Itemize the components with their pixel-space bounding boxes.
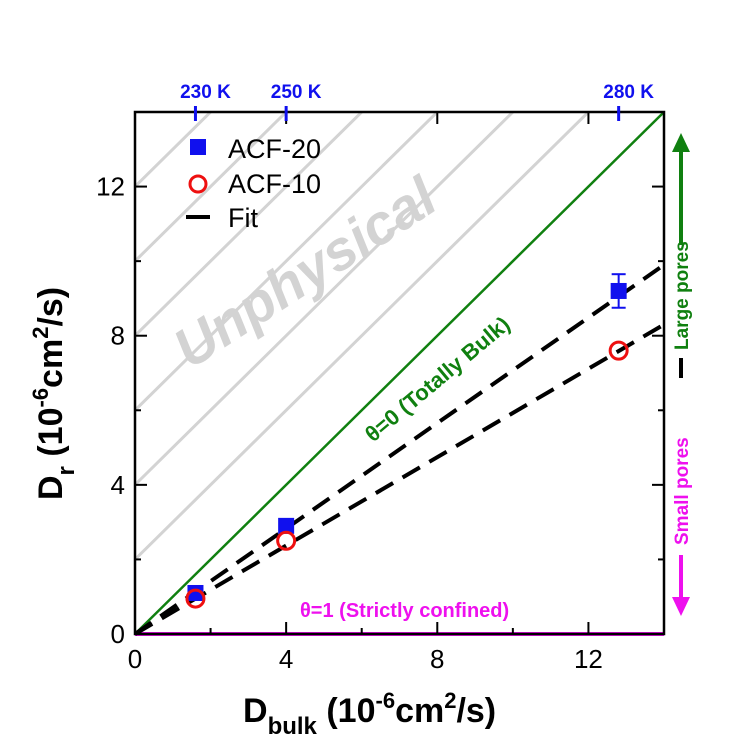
data-markers	[185, 273, 629, 609]
svg-text:Dr (10-6cm2/s): Dr (10-6cm2/s)	[28, 287, 80, 500]
acf20-point	[610, 282, 627, 299]
acf10-point	[185, 588, 206, 609]
y-tick-label: 8	[111, 321, 125, 351]
y-title-unit: cm	[32, 339, 70, 388]
top-temperature-axis: 230 K 250 K 280 K	[180, 82, 654, 121]
fit-line	[133, 322, 666, 636]
x-title-main: D	[243, 692, 268, 730]
unphysical-hatch-lines	[135, 112, 591, 561]
hatch-line	[135, 112, 364, 337]
large-pores-label: Large pores	[672, 241, 693, 350]
top-axis-label: 280 K	[603, 82, 654, 103]
y-title-end: /s)	[32, 287, 70, 327]
fit-line	[133, 263, 666, 636]
axis-tick-labels: 0 4 8 12 0 4 8 12	[96, 172, 603, 674]
x-tick-label: 0	[128, 644, 142, 674]
legend-marker-acf10	[188, 174, 208, 194]
axis-ticks	[134, 112, 664, 635]
legend-label-fit: Fit	[228, 203, 258, 233]
x-title-unit: cm	[395, 692, 444, 730]
top-axis-label: 250 K	[271, 82, 322, 103]
large-pores-arrow-head	[672, 133, 690, 152]
x-axis-title: Dbulk (10-6cm2/s)	[243, 688, 496, 740]
hatch-line	[135, 112, 515, 486]
y-tick-label: 0	[111, 619, 125, 649]
x-title-end: /s)	[456, 692, 496, 730]
theta-one-label: θ=1 (Strictly confined)	[300, 600, 509, 622]
acf10-point	[608, 340, 629, 361]
hatch-line	[135, 112, 440, 412]
x-tick-label: 12	[574, 644, 603, 674]
fit-lines	[133, 263, 666, 636]
hatch-line	[135, 112, 591, 561]
x-tick-label: 4	[279, 644, 293, 674]
acf20-point	[187, 584, 204, 601]
y-tick-label: 12	[96, 172, 125, 202]
y-title-exp: -6	[28, 388, 53, 408]
y-title-main: D	[32, 475, 70, 500]
x-title-rest: (10	[317, 692, 376, 730]
x-title-exp2: 2	[444, 688, 456, 713]
acf10-point	[276, 530, 297, 551]
y-title-rest: (10	[32, 408, 70, 467]
x-title-sub: bulk	[268, 713, 318, 740]
theta-zero-line	[134, 111, 665, 635]
y-title-sub: r	[53, 466, 80, 475]
top-axis-label: 230 K	[180, 82, 231, 103]
x-tick-label: 8	[430, 644, 444, 674]
legend: ACF-20 ACF-10 Fit	[186, 134, 321, 233]
legend-marker-acf20	[190, 139, 206, 155]
y-title-exp2: 2	[28, 327, 53, 339]
legend-label-acf20: ACF-20	[228, 134, 321, 164]
svg-text:Dbulk (10-6cm2/s): Dbulk (10-6cm2/s)	[243, 688, 496, 740]
x-title-exp: -6	[376, 688, 396, 713]
y-axis-title: Dr (10-6cm2/s)	[28, 287, 80, 500]
y-tick-label: 4	[111, 470, 125, 500]
small-pores-arrow-head	[672, 597, 690, 616]
acf20-point	[278, 517, 295, 534]
legend-label-acf10: ACF-10	[228, 169, 321, 199]
plot-frame	[133, 110, 666, 636]
hatch-line	[135, 112, 289, 263]
pore-size-annotation: Large pores Small pores	[672, 133, 693, 616]
small-pores-label: Small pores	[672, 437, 693, 545]
